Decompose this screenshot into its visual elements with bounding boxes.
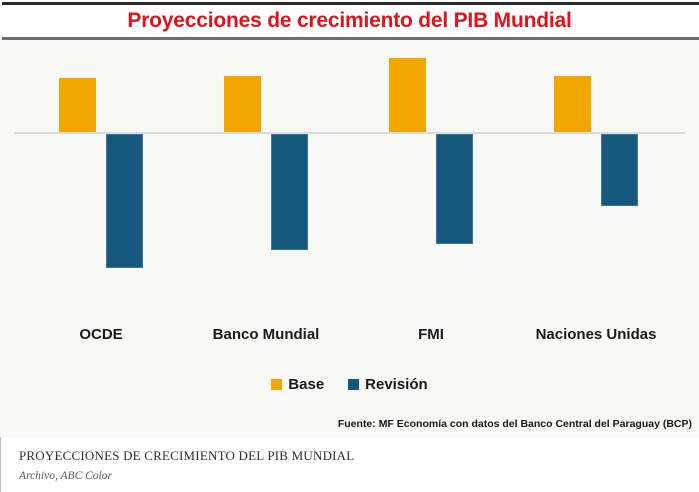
category-label-fmi: FMI [418, 326, 444, 343]
bar-revision-ocde [106, 134, 143, 268]
legend-label: Base [288, 376, 325, 393]
legend-label: Revisión [365, 376, 428, 393]
image-caption: PROYECCIONES DE CRECIMIENTO DEL PIB MUND… [0, 437, 699, 492]
legend-item-base: Base [271, 376, 324, 393]
bar-base-ocde [59, 78, 96, 132]
title-divider [2, 37, 699, 40]
legend-swatch-icon [348, 379, 360, 390]
category-label-ocde: OCDE [79, 326, 123, 343]
caption-credit: Archivo, ABC Color [19, 470, 112, 482]
legend-swatch-icon [271, 379, 283, 390]
caption-title: PROYECCIONES DE CRECIMIENTO DEL PIB MUND… [19, 448, 355, 463]
chart-title: Proyecciones de crecimiento del PIB Mund… [127, 8, 572, 32]
legend-item-revision: Revisión [348, 376, 428, 393]
bar-base-banco-mundial [224, 76, 261, 132]
bar-revision-naciones-unidas [601, 134, 638, 206]
top-divider [2, 2, 699, 5]
bar-base-naciones-unidas [554, 76, 591, 132]
category-label-banco-mundial: Banco Mundial [212, 326, 320, 343]
bar-chart: Base Revisión Fuente: MF Economía con dat… [0, 40, 699, 437]
bar-base-fmi [389, 58, 426, 132]
source-note: Fuente: MF Economía con datos del Banco … [337, 418, 692, 430]
bar-revision-banco-mundial [271, 134, 308, 250]
category-label-naciones-unidas: Naciones Unidas [535, 326, 657, 343]
chart-legend: Base Revisión [0, 376, 699, 393]
bar-revision-fmi [436, 134, 473, 244]
title-band: Proyecciones de crecimiento del PIB Mund… [0, 5, 699, 36]
zero-axis-line [14, 132, 685, 134]
